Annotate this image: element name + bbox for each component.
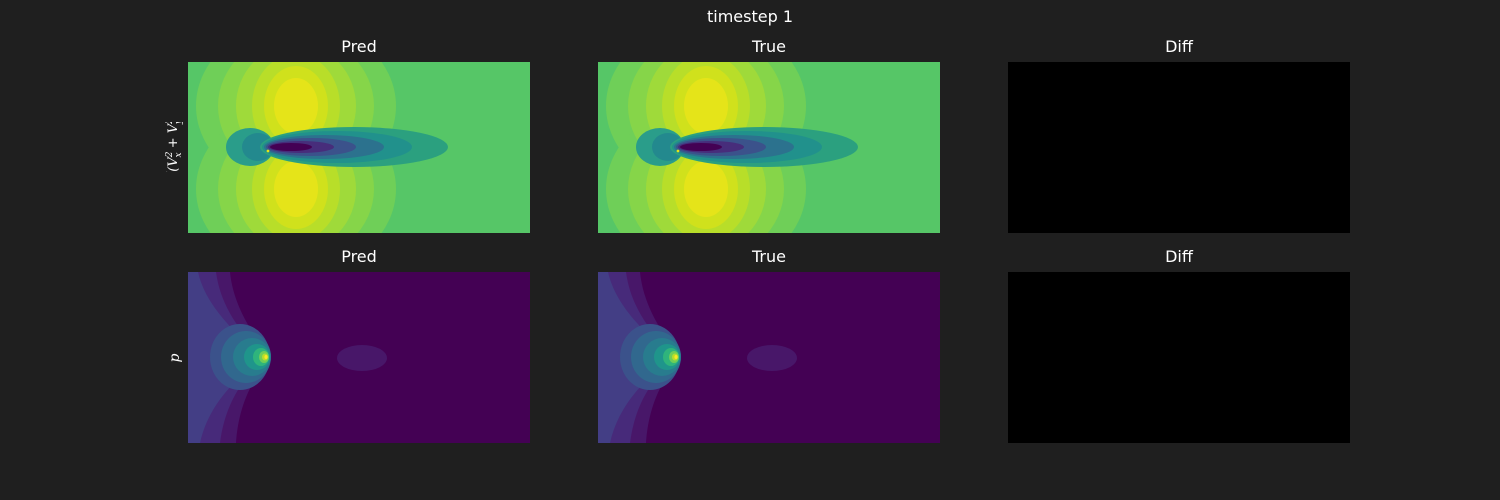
heatmap-diff-pressure: [1008, 272, 1350, 443]
heatmap-true-pressure: [598, 272, 940, 443]
body-highlight: [266, 149, 270, 153]
wake-pressure-contour: [747, 345, 797, 371]
speed-contour-lower: [274, 161, 318, 217]
panel-title-pred-speed: Pred: [341, 37, 377, 56]
heatmap-pred-speed: [188, 62, 530, 233]
diff-field: [1008, 62, 1350, 233]
heatmap-diff-speed: [1008, 62, 1350, 233]
panel-title-true-speed: True: [752, 37, 786, 56]
speed-contour-upper: [684, 78, 728, 134]
row-label-pressure-text: p: [167, 353, 183, 362]
row-label-speed: √(V2x + V2y): [148, 122, 196, 172]
heatmap-pred-pressure: [188, 272, 530, 443]
wake-contour: [680, 143, 722, 151]
speed-contour-lower: [684, 161, 728, 217]
panel-title-diff-speed: Diff: [1165, 37, 1193, 56]
pressure-contour: [674, 355, 678, 359]
diff-field: [1008, 272, 1350, 443]
pressure-contour: [264, 355, 268, 359]
panel-title-pred-pressure: Pred: [341, 247, 377, 266]
figure-title: timestep 1: [706, 7, 794, 26]
row-label-pressure: p: [164, 348, 184, 368]
wake-contour: [270, 143, 312, 151]
speed-contour-upper: [274, 78, 318, 134]
svg-text:√(V2x + V2y): √(V2x + V2y): [165, 122, 184, 172]
body-highlight: [676, 149, 680, 153]
panel-title-diff-pressure: Diff: [1165, 247, 1193, 266]
panel-title-true-pressure: True: [752, 247, 786, 266]
heatmap-true-speed: [598, 62, 940, 233]
wake-pressure-contour: [337, 345, 387, 371]
